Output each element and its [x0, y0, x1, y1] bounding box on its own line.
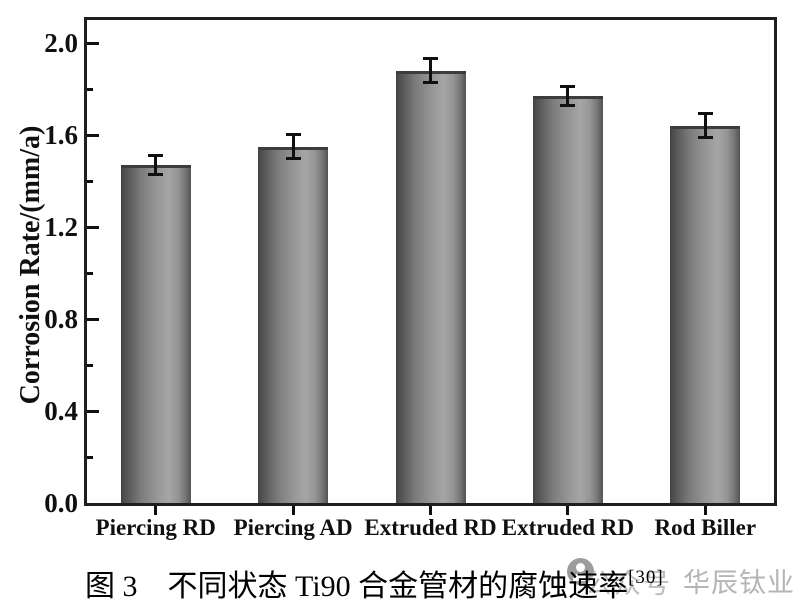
x-tick-label: Rod Biller — [654, 515, 757, 540]
watermark-person-head — [576, 563, 585, 572]
x-tick — [154, 506, 158, 515]
bar-rod-biller — [670, 125, 741, 503]
y-major-tick — [87, 317, 99, 321]
y-axis-title: Corrosion Rate/(mm/a) — [15, 125, 46, 405]
y-major-tick — [87, 41, 99, 45]
y-minor-tick — [87, 455, 93, 459]
x-tick-label: Piercing AD — [233, 515, 353, 540]
watermark-name: 华辰钛业 — [683, 568, 794, 598]
y-tick-label: 0.4 — [44, 396, 78, 426]
x-tick — [566, 506, 570, 515]
x-tick-label: Extruded RD — [501, 515, 635, 540]
bar-extruded-rd — [395, 70, 466, 503]
x-tick — [429, 506, 432, 515]
y-minor-tick — [87, 87, 93, 91]
watermark-person-body — [573, 573, 588, 581]
y-major-tick — [87, 225, 99, 229]
watermark-logo-icon — [567, 558, 594, 585]
error-bar — [154, 155, 158, 175]
error-bar-bottom-cap — [423, 81, 438, 85]
y-minor-tick — [87, 179, 93, 183]
x-tick-label: Piercing RD — [95, 515, 216, 540]
error-bar-bottom-cap — [697, 136, 713, 140]
error-bar-bottom-cap — [285, 157, 301, 160]
error-bar-bottom-cap — [560, 104, 576, 108]
y-minor-tick — [87, 363, 93, 367]
error-bar — [429, 59, 432, 83]
x-tick — [703, 506, 707, 515]
x-tick-label: Extruded RD — [364, 515, 497, 540]
bar-extruded-rd — [532, 95, 603, 503]
error-bar-top-cap — [148, 153, 164, 157]
error-bar-top-cap — [423, 57, 438, 61]
error-bar-top-cap — [560, 84, 576, 88]
error-bar-top-cap — [697, 112, 713, 116]
error-bar-bottom-cap — [148, 173, 164, 177]
y-major-tick — [87, 133, 99, 137]
x-tick — [291, 506, 295, 515]
y-tick-label: 0.0 — [44, 488, 78, 518]
caption-reference: [30] — [628, 567, 664, 588]
watermark-prefix: 公众号 — [585, 569, 672, 599]
caption-text: 图 3 不同状态 Ti90 合金管材的腐蚀速率 — [85, 570, 629, 603]
error-bar — [703, 114, 707, 138]
y-tick-label: 2.0 — [44, 28, 78, 58]
y-tick-label: 1.2 — [44, 212, 78, 242]
y-major-tick — [87, 409, 99, 413]
figure-caption: 图 3 不同状态 Ti90 合金管材的腐蚀速率[30] — [85, 561, 664, 605]
y-tick-label: 1.6 — [44, 120, 78, 150]
error-bar — [291, 135, 295, 158]
bar-piercing-rd — [120, 164, 191, 503]
error-bar — [566, 86, 570, 106]
y-minor-tick — [87, 271, 93, 275]
error-bar-top-cap — [285, 133, 301, 136]
bar-piercing-ad — [258, 146, 329, 503]
y-tick-label: 0.8 — [44, 304, 78, 334]
